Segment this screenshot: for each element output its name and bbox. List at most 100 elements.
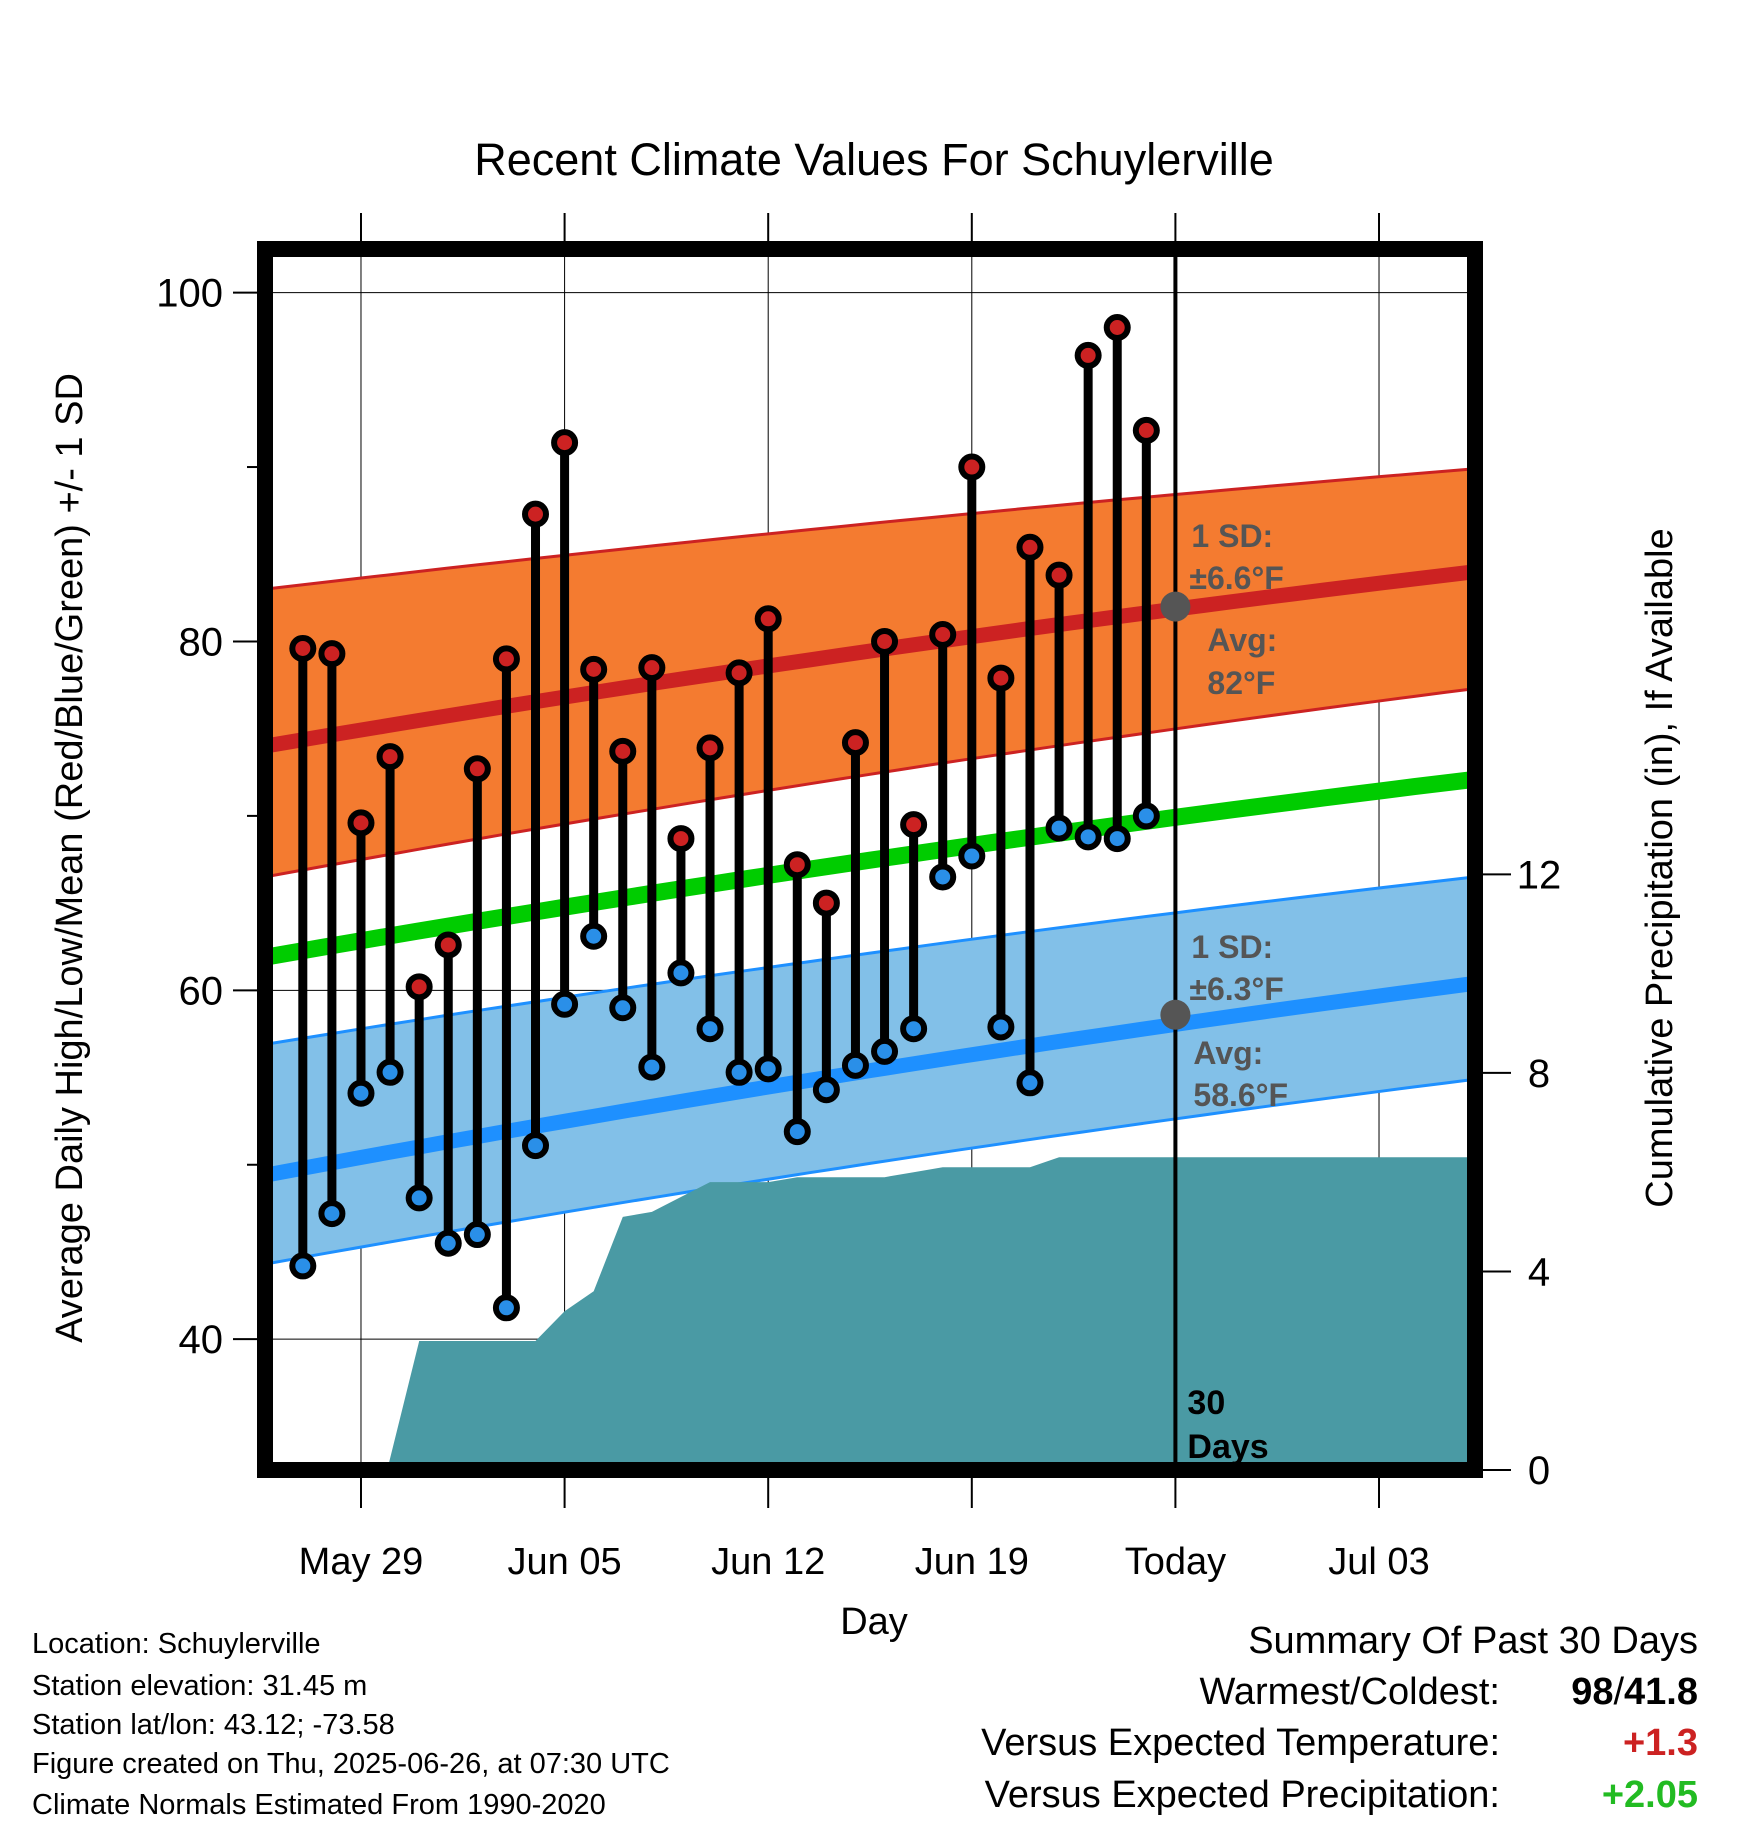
low-point (754, 1055, 782, 1083)
y-tick-label-right: 0 (1528, 1449, 1550, 1493)
warmest-value: 98/41.8 (1571, 1671, 1698, 1714)
low-point (551, 990, 579, 1018)
low-point (463, 1221, 491, 1249)
high-point (1016, 533, 1044, 561)
low-point (1103, 825, 1131, 853)
low-point (987, 1013, 1015, 1041)
high-sd-band-upper-edge (265, 467, 1475, 591)
low-avg-marker (1160, 999, 1191, 1030)
x-tick-label: May 29 (299, 1541, 424, 1583)
high-point (551, 429, 579, 457)
low-point (1016, 1069, 1044, 1097)
precip-value: +2.05 (1601, 1774, 1698, 1816)
low-sd-band-upper-edge (265, 875, 1475, 1046)
low-point (347, 1079, 375, 1107)
low-point (812, 1076, 840, 1104)
high-point (289, 634, 317, 662)
low-point (1132, 802, 1160, 830)
precip-label: Versus Expected Precipitation: (984, 1774, 1500, 1816)
low-point (725, 1058, 753, 1086)
low-point (638, 1053, 666, 1081)
low-point (1045, 814, 1073, 842)
y-tick-label-left: 60 (179, 969, 224, 1013)
high-point (871, 627, 899, 655)
low-avg-label: Avg: (1193, 1035, 1263, 1071)
low-point (929, 863, 957, 891)
x-tick-label: Jul 03 (1328, 1541, 1429, 1583)
high-point (1074, 341, 1102, 369)
high-point (492, 645, 520, 673)
low-point (318, 1200, 346, 1228)
high-point (754, 605, 782, 633)
coldest-low: 41.8 (1624, 1671, 1698, 1713)
normal-low-line (265, 975, 1475, 1183)
low-avg-value: 58.6°F (1193, 1077, 1288, 1113)
window-days-number: 30 (1187, 1384, 1225, 1422)
low-point (783, 1118, 811, 1146)
x-tick-label: Today (1125, 1541, 1226, 1583)
high-sd-label: 1 SD: (1191, 518, 1273, 554)
precip-area (387, 1157, 1475, 1470)
y-tick-label-left: 40 (179, 1318, 224, 1362)
high-point (376, 743, 404, 771)
high-point (1132, 416, 1160, 444)
x-axis-label: Day (840, 1601, 908, 1643)
high-point (580, 655, 608, 683)
high-point (725, 659, 753, 687)
y-tick-label-right: 4 (1528, 1250, 1550, 1294)
high-point (405, 973, 433, 1001)
low-point (376, 1058, 404, 1086)
low-point (871, 1037, 899, 1065)
low-point (900, 1015, 928, 1043)
normal-mean-line (265, 770, 1475, 966)
plot-area: 1 SD: ±6.6°F Avg: 82°F 1 SD: ±6.3°F Avg: 58.6°F… (265, 249, 1475, 1470)
high-point (347, 809, 375, 837)
high-avg-marker (1160, 591, 1191, 622)
high-avg-value: 82°F (1207, 665, 1275, 701)
low-sd-value: ±6.3°F (1189, 971, 1283, 1007)
low-point (958, 842, 986, 870)
warmest-sep: / (1613, 1671, 1625, 1713)
window-days-label: Days (1187, 1428, 1268, 1466)
high-point (783, 851, 811, 879)
low-point (667, 959, 695, 987)
location-text: Location: Schuylerville (32, 1628, 321, 1660)
y-axis-label-left: Average Daily High/Low/Mean (Red/Blue/Gr… (49, 373, 91, 1343)
high-sd-value: ±6.6°F (1189, 560, 1283, 596)
axes: May 29 Jun 05 Jun 12 Jun 19 Today Jul 0340608… (49, 134, 1681, 1643)
high-point (667, 825, 695, 853)
low-point (492, 1294, 520, 1322)
low-sd-label: 1 SD: (1191, 929, 1273, 965)
y-axis-label-right: Cumulative Precipitation (in), If Availa… (1639, 528, 1681, 1207)
normal-high-line (265, 564, 1475, 754)
high-point (1103, 313, 1131, 341)
y-tick-label-left: 100 (156, 272, 223, 316)
summary-title: Summary Of Past 30 Days (1248, 1620, 1698, 1662)
low-point (696, 1015, 724, 1043)
low-point (522, 1132, 550, 1160)
plot-frame (257, 241, 1483, 1478)
high-avg-label: Avg: (1207, 622, 1277, 658)
y-tick-label-right: 12 (1517, 853, 1562, 897)
high-point (841, 729, 869, 757)
low-point (841, 1051, 869, 1079)
high-point (434, 931, 462, 959)
chart-title: Recent Climate Values For Schuylerville (474, 134, 1273, 185)
high-sd-band-lower-edge (265, 687, 1475, 879)
low-point (405, 1184, 433, 1212)
high-point (522, 500, 550, 528)
low-point (609, 994, 637, 1022)
low-point (1074, 823, 1102, 851)
x-tick-label: Jun 05 (508, 1541, 622, 1583)
warmest-high: 98 (1571, 1671, 1614, 1713)
low-point (289, 1252, 317, 1280)
elevation-text: Station elevation: 31.45 m (32, 1670, 368, 1702)
high-point (900, 811, 928, 839)
y-tick-label-left: 80 (179, 620, 224, 664)
x-tick-label: Jun 19 (915, 1541, 1029, 1583)
high-point (812, 889, 840, 917)
x-tick-label: Jun 12 (711, 1541, 825, 1583)
latlon-text: Station lat/lon: 43.12; -73.58 (32, 1709, 395, 1741)
created-text: Figure created on Thu, 2025-06-26, at 07… (32, 1748, 670, 1780)
